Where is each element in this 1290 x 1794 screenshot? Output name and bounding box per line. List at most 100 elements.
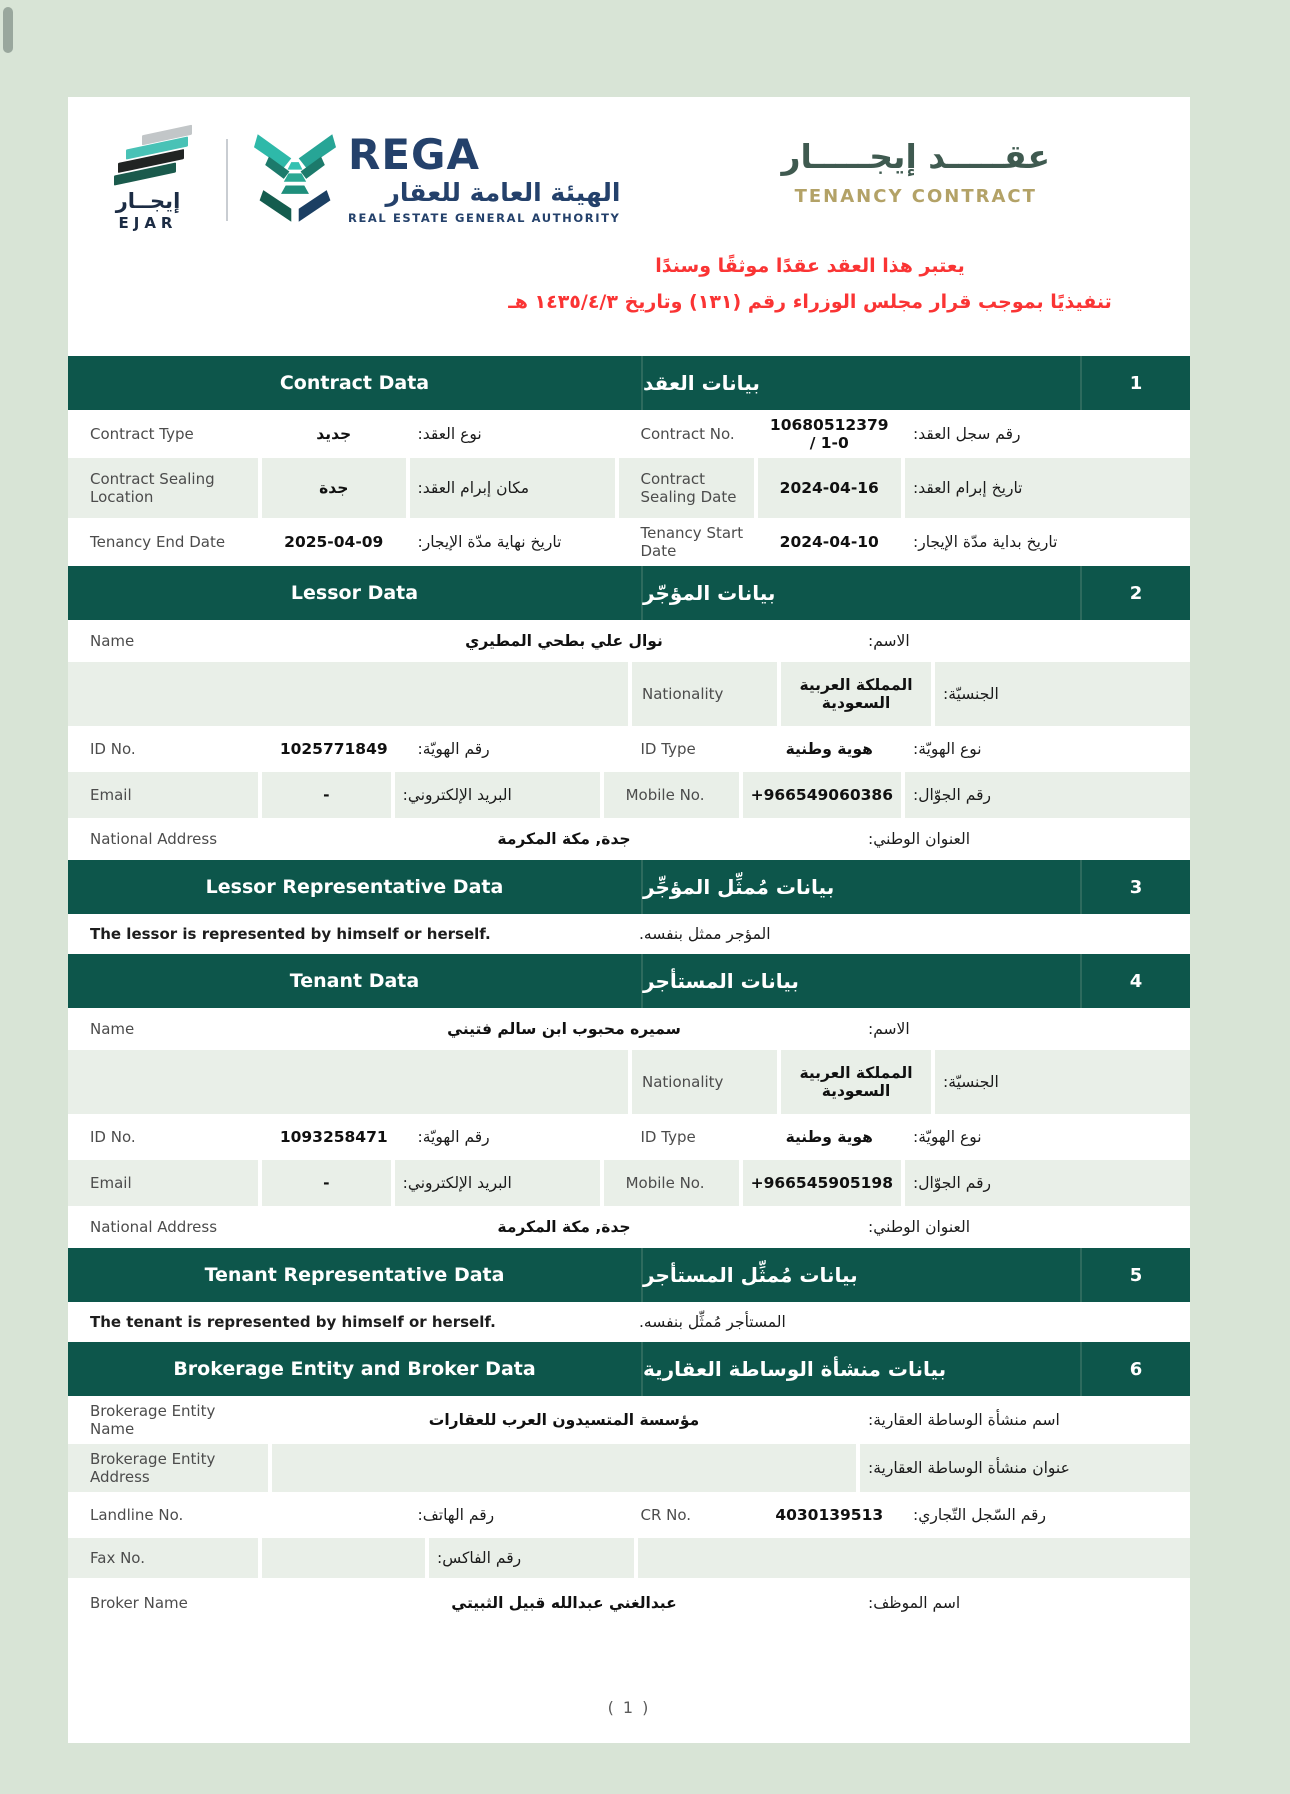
section-title-en: Brokerage Entity and Broker Data [68,1342,643,1397]
ejar-logo-arabic: إيجــار [115,189,181,213]
field-value: عبدالغني عبدالله قبيل الثبيتي [451,1594,677,1613]
ejar-stripes-icon [96,124,200,186]
field-label-ar: تاريخ نهاية مدّة الإيجار: [417,533,562,552]
vertical-scrollbar-thumb[interactable] [3,7,13,53]
field-label-ar: عنوان منشأة الوساطة العقارية: [860,1444,1190,1493]
field-value: جدة, مكة المكرمة [497,830,631,849]
document-title: عقـــــد إيجـــــار TENANCY CONTRACT [781,137,1050,232]
field-label-en: ID Type [640,1128,696,1147]
rega-logo-arabic: الهيئة العامة للعقار [385,178,621,207]
row-brokerage-cr: Landline No. رقم الهاتف: CR No. 40301395… [68,1492,1190,1539]
section-number: 6 [1080,1342,1190,1397]
field-label-ar: رقم الهويّة: [417,740,490,759]
section-title-ar: بيانات المستأجر [643,969,799,994]
field-value: هوية وطنية [785,1128,873,1147]
field-label-en: Contract Sealing Date [618,458,754,519]
row-lessor-contact: Email - البريد الإلكتروني: Mobile No. +9… [68,772,1190,819]
field-label-ar: رقم الجوّال: [905,1160,1190,1207]
field-value: سميره محبوب ابن سالم فتيني [447,1020,681,1039]
row-broker-name: Broker Name عبدالغني عبدالله قبيل الثبيت… [68,1578,1190,1665]
field-label-en: ID No. [90,1128,136,1147]
logo-group: إيجــار EJAR REGA الهيئة [96,124,621,232]
section-title-ar: بيانات العقد [643,371,760,396]
row-tenant-name: Name سميره محبوب ابن سالم فتيني الاسم: [68,1008,1190,1051]
section-bar-tenant-data: Tenant Data بيانات المستأجر 4 [68,954,1190,1009]
field-label-en: ID Type [640,740,696,759]
note-text-en: The tenant is represented by himself or … [90,1313,496,1332]
row-tenant-address: National Address جدة, مكة المكرمة العنوا… [68,1206,1190,1249]
field-label-en: National Address [90,1218,218,1237]
field-label-en: Brokerage Entity Name [90,1402,216,1439]
note-text-ar: المؤجر ممثل بنفسه. [639,925,771,944]
row-tenant-id: ID No. 1093258471 رقم الهويّة: ID Type ه… [68,1114,1190,1161]
field-label-ar: البريد الإلكتروني: [394,772,600,819]
field-value: - [262,772,391,819]
field-value: جديد [316,425,352,444]
field-value: المملكة العربية السعودية [781,662,931,727]
rega-palm-icon [254,134,336,222]
logo-divider [226,138,228,221]
field-value: +966549060386 [742,772,901,819]
row-tenancy-dates: Tenancy End Date 2025-04-09 تاريخ نهاية … [68,518,1190,567]
field-label-ar: رقم السّجل التّجاري: [913,1506,1046,1525]
empty-cell [68,662,628,727]
field-label-ar: نوع العقد: [417,425,482,444]
section-title-ar: بيانات مُمثِّل المستأجر [643,1263,858,1288]
field-label-en: Email [68,1160,258,1207]
field-label-ar: العنوان الوطني: [868,1218,970,1237]
row-lessor-name: Name نوال علي بطحي المطيري الاسم: [68,620,1190,663]
field-label-ar: رقم الهويّة: [417,1128,490,1147]
contract-page: إيجــار EJAR REGA الهيئة [68,97,1190,1744]
field-label-en: Fax No. [68,1538,258,1579]
field-label-ar: الجنسيّة: [935,662,1190,727]
section-number: 1 [1080,356,1190,411]
field-label-en: ID No. [90,740,136,759]
row-lessor-nationality: Nationality المملكة العربية السعودية الج… [68,662,1190,727]
field-label-en: Tenancy End Date [90,533,226,552]
row-lessor-address: National Address جدة, مكة المكرمة العنوا… [68,818,1190,861]
field-label-ar: رقم سجل العقد: [913,425,1021,444]
row-lessor-id: ID No. 1025771849 رقم الهويّة: ID Type ه… [68,726,1190,773]
field-label-ar: اسم الموظف: [868,1594,961,1613]
ejar-logo: إيجــار EJAR [96,124,200,232]
row-brokerage-name: Brokerage Entity Name مؤسسة المتسيدون ال… [68,1396,1190,1445]
field-value: هوية وطنية [785,740,873,759]
field-label-en: Contract Sealing Location [68,458,258,519]
field-label-en: Contract Type [90,425,194,444]
field-label-en: Email [68,772,258,819]
field-value: نوال علي بطحي المطيري [465,632,663,651]
rega-logo-name: REGA [348,130,481,179]
field-label-en: Broker Name [90,1594,188,1613]
field-value: - [262,1160,391,1207]
field-label-en: Name [90,1020,135,1039]
field-label-ar: رقم الفاكس: [429,1538,634,1579]
section-title-en: Contract Data [68,356,643,411]
section-number: 2 [1080,566,1190,621]
section-title-ar: بيانات المؤجّر [643,581,776,606]
title-english: TENANCY CONTRACT [794,186,1037,207]
field-value: 2024-04-16 [757,458,901,519]
section-number: 5 [1080,1248,1190,1303]
field-label-ar: الاسم: [868,632,910,651]
field-label-en: Name [90,632,135,651]
section-title-en: Tenant Data [68,954,643,1009]
section-bar-lessor-data: Lessor Data بيانات المؤجّر 2 [68,566,1190,621]
field-label-ar: نوع الهويّة: [913,740,982,759]
note-text-ar: المستأجر مُمثِّل بنفسه. [639,1313,786,1332]
field-label-ar: اسم منشأة الوساطة العقارية: [868,1411,1060,1430]
section-bar-brokerage: Brokerage Entity and Broker Data بيانات … [68,1342,1190,1397]
field-label-ar: مكان إبرام العقد: [409,458,615,519]
field-label-en: Mobile No. [603,1160,739,1207]
field-label-ar: تاريخ بداية مدّة الإيجار: [913,533,1058,552]
note-text-en: The lessor is represented by himself or … [90,925,491,944]
field-label-ar: الاسم: [868,1020,910,1039]
section-number: 4 [1080,954,1190,1009]
section-title-ar: بيانات منشأة الوساطة العقارية [643,1357,947,1382]
field-label-ar: نوع الهويّة: [913,1128,982,1147]
field-label-en: CR No. [640,1506,692,1525]
field-value: 1025771849 [279,740,388,759]
field-label-en: Landline No. [90,1506,184,1525]
row-tenant-contact: Email - البريد الإلكتروني: Mobile No. +9… [68,1160,1190,1207]
field-label-en: Mobile No. [603,772,739,819]
legal-notice-line1: يعتبر هذا العقد عقدًا موثقًا وسندًا [655,255,965,277]
